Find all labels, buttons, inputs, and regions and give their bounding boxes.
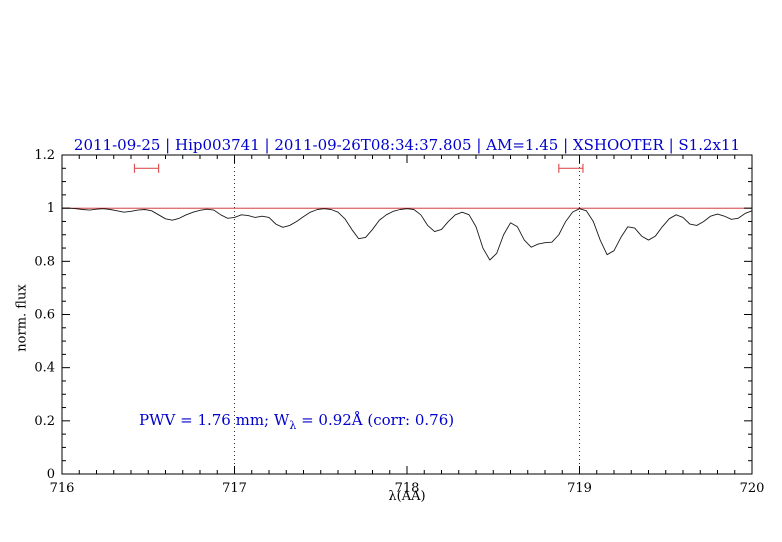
pwv-annotation: PWV = 1.76 mm; Wλ = 0.92Å (corr: 0.76)	[139, 411, 454, 432]
y-tick-label: 0.6	[34, 308, 55, 323]
y-tick-label: 1.2	[34, 148, 55, 163]
y-tick-label: 1	[47, 201, 55, 216]
plot-title: 2011-09-25 | Hip003741 | 2011-09-26T08:3…	[73, 136, 741, 154]
y-tick-label: 0.2	[34, 414, 55, 429]
x-tick-label: 719	[567, 481, 592, 496]
pwv-annotation-prefix: PWV = 1.76 mm; W	[139, 411, 290, 429]
x-tick-label: 717	[222, 481, 247, 496]
y-tick-label: 0	[47, 467, 55, 482]
y-tick-label: 0.8	[34, 254, 55, 269]
pwv-annotation-subscript: λ	[289, 419, 297, 432]
y-tick-label: 0.4	[34, 361, 55, 376]
x-tick-label: 716	[50, 481, 75, 496]
pwv-annotation-suffix: = 0.92Å (corr: 0.76)	[296, 411, 455, 429]
x-tick-label: 720	[740, 481, 765, 496]
x-axis-label: λ(AA)	[388, 489, 426, 504]
x-tick-label: 718	[395, 481, 420, 496]
